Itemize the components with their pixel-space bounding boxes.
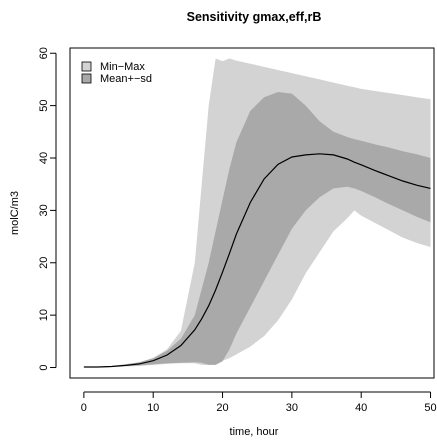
- y-tick-label-50: 50: [38, 99, 50, 111]
- y-tick-label-30: 30: [38, 204, 50, 216]
- lines-layer: [83, 153, 431, 368]
- legend-label-1: Mean+−sd: [100, 73, 152, 85]
- band-series-1: [83, 92, 431, 368]
- y-tick-label-40: 40: [38, 152, 50, 164]
- y-axis-title: molC/m3: [9, 191, 21, 235]
- y-tick-label-0: 0: [38, 364, 50, 370]
- legend-swatch-1: [81, 73, 92, 84]
- x-axis-title: time, hour: [230, 426, 279, 438]
- x-axis: 0 10 20 30 40 50: [81, 391, 437, 414]
- plot-box: [69, 47, 435, 379]
- x-tick-label-30: 30: [286, 402, 298, 414]
- legend-label-0: Min−Max: [100, 61, 145, 73]
- y-tick-label-60: 60: [38, 47, 50, 59]
- x-tick-label-20: 20: [216, 402, 228, 414]
- y-tick-label-10: 10: [38, 309, 50, 321]
- x-tick-label-10: 10: [147, 402, 159, 414]
- x-tick-label-40: 40: [355, 402, 367, 414]
- x-tick-label-50: 50: [424, 402, 436, 414]
- y-tick-label-20: 20: [38, 257, 50, 269]
- legend-swatch-0: [81, 61, 92, 72]
- bands-layer: [83, 58, 431, 368]
- y-axis: 0 10 20 30 40 50 60: [38, 47, 57, 371]
- x-tick-label-0: 0: [81, 402, 87, 414]
- chart-title: Sensitivity gmax,eff,rB: [187, 10, 322, 24]
- mean-line: [83, 153, 431, 368]
